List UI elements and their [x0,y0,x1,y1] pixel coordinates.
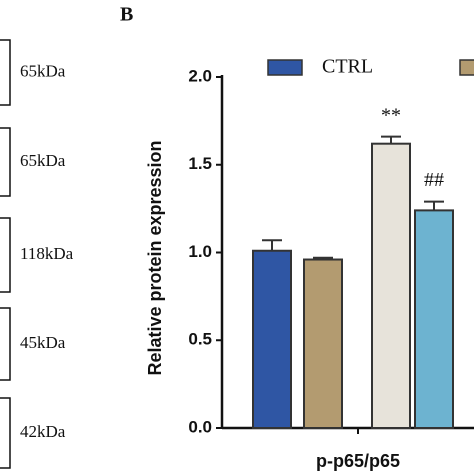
blot-box [0,217,11,293]
blot-box [0,307,11,381]
y-tick-label: 2.0 [188,66,212,85]
bar [252,249,292,429]
panel-letter: B [120,4,133,26]
blot-label: 45kDa [20,333,66,352]
legend-swatch [267,59,303,76]
blot-label: 42kDa [20,422,66,441]
blot-label: 118kDa [20,244,74,263]
y-axis-label: Relative protein expression [145,140,165,375]
bar [303,258,343,429]
x-tick-label: p-p65/p65 [316,451,400,471]
y-tick-label: 1.5 [188,154,212,173]
annotation: ## [424,169,444,191]
bar [414,209,454,429]
legend-label: CTRL [322,56,373,78]
bar [371,142,411,429]
y-tick-label: 1.0 [188,242,212,261]
blot-label: 65kDa [20,151,66,170]
blot-box [0,39,11,106]
y-tick-label: 0.5 [188,330,212,349]
y-tick-label: 0.0 [188,417,212,436]
annotation: ** [381,104,401,126]
blot-box [0,397,11,469]
legend-swatch [459,59,474,76]
blot-box [0,127,11,197]
blot-label: 65kDa [20,61,66,80]
